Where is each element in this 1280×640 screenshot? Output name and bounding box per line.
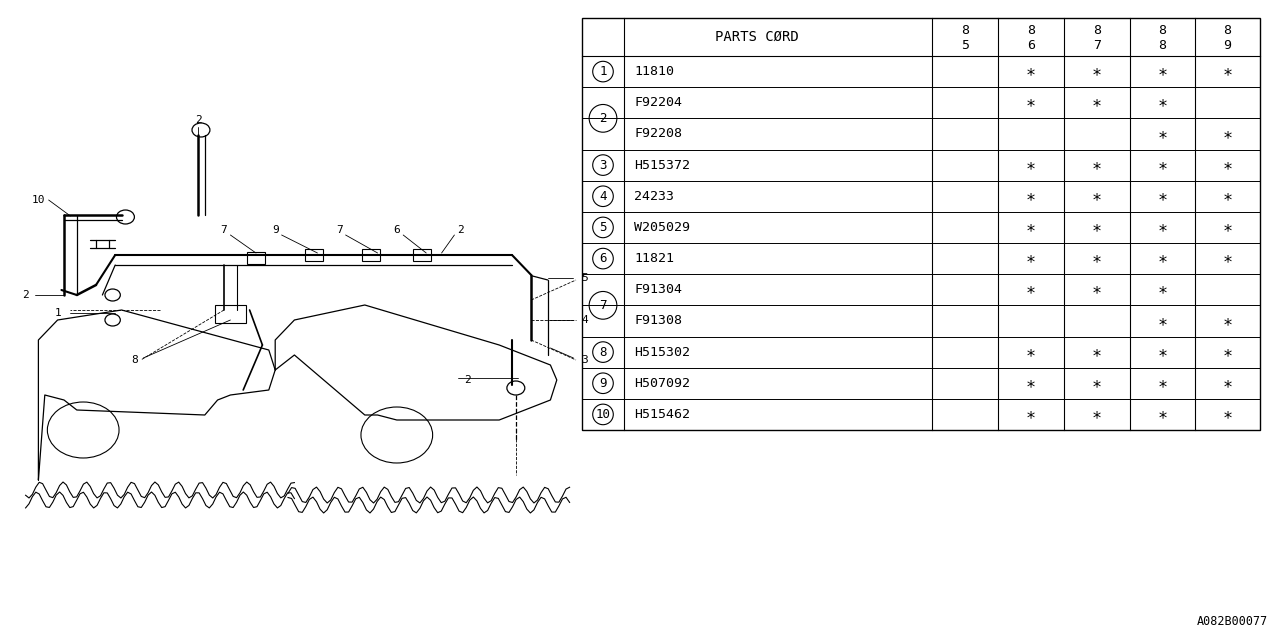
Text: H515462: H515462 bbox=[634, 408, 690, 421]
Text: ∗: ∗ bbox=[1027, 93, 1036, 112]
Text: 4: 4 bbox=[599, 189, 607, 203]
Text: ∗: ∗ bbox=[1222, 405, 1233, 424]
Text: 2: 2 bbox=[22, 290, 29, 300]
Text: ∗: ∗ bbox=[1222, 188, 1233, 205]
Text: ∗: ∗ bbox=[1157, 188, 1167, 205]
Text: ∗: ∗ bbox=[1222, 156, 1233, 174]
Text: ∗: ∗ bbox=[1027, 374, 1036, 392]
Text: 7: 7 bbox=[599, 299, 607, 312]
Text: 7: 7 bbox=[220, 225, 228, 235]
Text: ∗: ∗ bbox=[1157, 93, 1167, 112]
Text: 5: 5 bbox=[599, 221, 607, 234]
Bar bbox=[215, 305, 246, 323]
Text: 8: 8 bbox=[1093, 24, 1101, 36]
Text: A082B00077: A082B00077 bbox=[1197, 615, 1268, 628]
Text: 24233: 24233 bbox=[634, 189, 675, 203]
Text: ∗: ∗ bbox=[1222, 374, 1233, 392]
Bar bbox=[362, 249, 380, 261]
Text: ∗: ∗ bbox=[1157, 343, 1167, 361]
Text: ∗: ∗ bbox=[1157, 281, 1167, 299]
Text: 11810: 11810 bbox=[634, 65, 675, 78]
Text: 9: 9 bbox=[271, 225, 279, 235]
Text: 6: 6 bbox=[1027, 39, 1036, 52]
Text: 8: 8 bbox=[1027, 24, 1036, 36]
Text: ∗: ∗ bbox=[1027, 343, 1036, 361]
Text: ∗: ∗ bbox=[1092, 250, 1102, 268]
Text: ∗: ∗ bbox=[1092, 63, 1102, 81]
Text: 2: 2 bbox=[463, 375, 471, 385]
Text: ∗: ∗ bbox=[1222, 125, 1233, 143]
Text: ∗: ∗ bbox=[1027, 63, 1036, 81]
Text: F92208: F92208 bbox=[634, 127, 682, 140]
Text: 2: 2 bbox=[599, 112, 607, 125]
Text: 7: 7 bbox=[335, 225, 343, 235]
Text: ∗: ∗ bbox=[1092, 218, 1102, 236]
Text: ∗: ∗ bbox=[1157, 250, 1167, 268]
Text: ∗: ∗ bbox=[1157, 63, 1167, 81]
Text: 8: 8 bbox=[1224, 24, 1231, 36]
Text: F91304: F91304 bbox=[634, 284, 682, 296]
Text: F92204: F92204 bbox=[634, 96, 682, 109]
Text: 9: 9 bbox=[599, 377, 607, 390]
Text: ∗: ∗ bbox=[1092, 188, 1102, 205]
Bar bbox=[582, 18, 1260, 430]
Text: ∗: ∗ bbox=[1027, 405, 1036, 424]
Bar bbox=[305, 249, 323, 261]
Text: 10: 10 bbox=[32, 195, 45, 205]
Text: ∗: ∗ bbox=[1092, 93, 1102, 112]
Text: ∗: ∗ bbox=[1157, 374, 1167, 392]
Text: ∗: ∗ bbox=[1027, 281, 1036, 299]
Text: 3: 3 bbox=[581, 355, 589, 365]
Text: 6: 6 bbox=[599, 252, 607, 265]
Text: ∗: ∗ bbox=[1222, 312, 1233, 330]
Text: 5: 5 bbox=[581, 273, 589, 283]
Bar bbox=[247, 252, 265, 264]
Text: 1: 1 bbox=[599, 65, 607, 78]
Text: H515372: H515372 bbox=[634, 159, 690, 172]
Text: ∗: ∗ bbox=[1092, 405, 1102, 424]
Text: 2: 2 bbox=[457, 225, 465, 235]
Text: H515302: H515302 bbox=[634, 346, 690, 358]
Text: ∗: ∗ bbox=[1092, 281, 1102, 299]
Text: ∗: ∗ bbox=[1222, 63, 1233, 81]
Text: PARTS CØRD: PARTS CØRD bbox=[716, 30, 799, 44]
Text: 5: 5 bbox=[961, 39, 969, 52]
Text: 8: 8 bbox=[131, 355, 138, 365]
Bar bbox=[413, 249, 431, 261]
Text: 8: 8 bbox=[1158, 24, 1166, 36]
Text: ∗: ∗ bbox=[1092, 343, 1102, 361]
Text: ∗: ∗ bbox=[1222, 218, 1233, 236]
Text: 2: 2 bbox=[195, 115, 202, 125]
Text: 9: 9 bbox=[1224, 39, 1231, 52]
Text: 10: 10 bbox=[595, 408, 611, 421]
Text: ∗: ∗ bbox=[1157, 312, 1167, 330]
Text: F91308: F91308 bbox=[634, 314, 682, 328]
Text: 4: 4 bbox=[581, 315, 589, 325]
Text: ∗: ∗ bbox=[1157, 156, 1167, 174]
Text: ∗: ∗ bbox=[1222, 250, 1233, 268]
Text: ∗: ∗ bbox=[1092, 156, 1102, 174]
Text: 11821: 11821 bbox=[634, 252, 675, 265]
Text: 1: 1 bbox=[54, 308, 61, 318]
Text: 8: 8 bbox=[961, 24, 969, 36]
Text: ∗: ∗ bbox=[1157, 218, 1167, 236]
Text: ∗: ∗ bbox=[1157, 125, 1167, 143]
Text: ∗: ∗ bbox=[1027, 250, 1036, 268]
Text: 8: 8 bbox=[599, 346, 607, 358]
Text: ∗: ∗ bbox=[1222, 343, 1233, 361]
Text: ∗: ∗ bbox=[1027, 188, 1036, 205]
Text: 8: 8 bbox=[1158, 39, 1166, 52]
Text: ∗: ∗ bbox=[1092, 374, 1102, 392]
Text: H507092: H507092 bbox=[634, 377, 690, 390]
Text: ∗: ∗ bbox=[1027, 156, 1036, 174]
Text: 7: 7 bbox=[1093, 39, 1101, 52]
Text: ∗: ∗ bbox=[1157, 405, 1167, 424]
Text: W205029: W205029 bbox=[634, 221, 690, 234]
Text: ∗: ∗ bbox=[1027, 218, 1036, 236]
Text: 6: 6 bbox=[393, 225, 401, 235]
Text: 3: 3 bbox=[599, 159, 607, 172]
